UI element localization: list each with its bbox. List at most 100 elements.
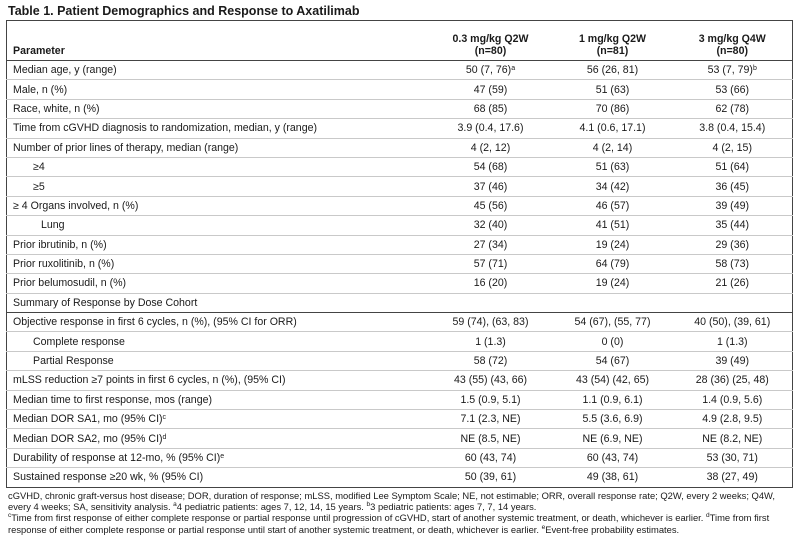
cell-value: 45 (56): [473, 199, 508, 212]
row-label: Prior belumosudil, n (%): [13, 277, 127, 290]
value-cell-dose-3: 39 (49): [672, 196, 793, 217]
table-row: Prior ibrutinib, n (%) 27 (34) 19 (24) 29 (…: [6, 235, 793, 255]
cell-value: 4.9 (2.8, 9.5): [702, 413, 763, 426]
row-label: Time from cGVHD diagnosis to randomizati…: [13, 122, 318, 135]
value-cell-dose-2: 70 (86): [552, 99, 673, 120]
table-row: Number of prior lines of therapy, median…: [6, 138, 793, 158]
cell-value: 70 (86): [595, 102, 630, 115]
cell-value: 39 (49): [715, 355, 750, 368]
table-row: Partial Response 58 (72) 54 (67) 39 (49): [6, 351, 793, 372]
value-cell-dose-1: 59 (74), (63, 83): [428, 312, 553, 333]
value-cell-dose-3: 38 (27, 49): [672, 467, 793, 488]
value-cell-dose-3: 1.4 (0.9, 5.6): [672, 390, 793, 411]
value-cell-dose-2: 1.1 (0.9, 6.1): [552, 390, 673, 411]
value-cell-dose-3: 62 (78): [672, 99, 793, 120]
table-row: mLSS reduction ≥7 points in first 6 cycl…: [6, 370, 793, 391]
row-label: Median DOR SA1, mo (95% CI): [13, 413, 163, 426]
cell-value: 3.8 (0.4, 15.4): [699, 122, 766, 135]
row-label: Objective response in first 6 cycles, n …: [13, 316, 297, 329]
cell-value: 46 (57): [595, 199, 630, 212]
value-cell-dose-2: 0 (0): [552, 331, 673, 352]
value-cell-dose-1: 4 (2, 12): [428, 138, 553, 158]
value-cell-dose-2: 5.5 (3.6, 6.9): [552, 409, 673, 430]
value-cell-dose-1: 32 (40): [428, 215, 553, 236]
footnote-ref: d: [162, 433, 167, 441]
value-cell-dose-3: NE (8.2, NE): [672, 428, 793, 449]
value-cell-dose-1: 27 (34): [428, 235, 553, 255]
cell-value: 1 (1.3): [716, 335, 748, 348]
value-cell-dose-3: 58 (73): [672, 254, 793, 275]
table-header: Parameter 0.3 mg/kg Q2W (n=80) 1 mg/kg Q…: [6, 20, 793, 61]
row-label: Median age, y (range): [13, 64, 117, 77]
row-label: Durability of response at 12-mo, % (95% …: [13, 452, 221, 464]
table-row: Prior ruxolitinib, n (%) 57 (71) 64 (79) 58…: [6, 254, 793, 275]
value-cell-dose-1: 50 (7, 76)a: [428, 60, 553, 81]
row-label-cell: Lung: [6, 215, 429, 236]
cell-value: 60 (43, 74): [586, 452, 639, 464]
table-row: Male, n (%) 47 (59) 51 (63) 53 (66): [6, 79, 793, 100]
table-row: Complete response 1 (1.3) 0 (0) 1 (1.3): [6, 331, 793, 352]
dose-2-n: (n=81): [596, 45, 629, 57]
value-cell-dose-1: 1 (1.3): [428, 331, 553, 352]
cell-value: 47 (59): [473, 83, 508, 96]
cell-value: 16 (20): [473, 277, 508, 290]
row-label-cell: Durability of response at 12-mo, % (95% …: [6, 448, 429, 469]
table-row: Durability of response at 12-mo, % (95% …: [6, 448, 793, 469]
cell-value: 57 (71): [473, 258, 508, 271]
cell-value: 60 (43, 74): [464, 452, 517, 464]
row-label-cell: Complete response: [6, 331, 429, 352]
cell-value: 0 (0): [601, 335, 624, 348]
cell-value: 4 (2, 15): [712, 141, 752, 154]
value-cell-dose-1: 57 (71): [428, 254, 553, 275]
table-title: Table 1. Patient Demographics and Respon…: [8, 4, 360, 18]
value-cell-dose-2: 56 (26, 81): [552, 60, 673, 81]
value-cell-dose-3: 3.8 (0.4, 15.4): [672, 118, 793, 139]
cell-value: NE (8.5, NE): [460, 432, 521, 445]
table-row: Lung 32 (40) 41 (51) 35 (44): [6, 215, 793, 236]
cell-value: 7.1 (2.3, NE): [460, 413, 521, 426]
footnote-e: Event-free probability estimates.: [545, 523, 680, 535]
table-body: Median age, y (range) 50 (7, 76)a 56 (26, …: [6, 60, 793, 488]
demographics-response-table: Parameter 0.3 mg/kg Q2W (n=80) 1 mg/kg Q…: [6, 20, 793, 488]
cell-value: 1.4 (0.9, 5.6): [702, 393, 763, 406]
cell-value: 1.1 (0.9, 6.1): [582, 393, 643, 406]
cell-value: 1 (1.3): [475, 335, 506, 348]
table-row: Objective response in first 6 cycles, n …: [6, 312, 793, 333]
header-row: Parameter 0.3 mg/kg Q2W (n=80) 1 mg/kg Q…: [6, 20, 793, 61]
value-cell-dose-3: 53 (7, 79)b: [672, 60, 793, 81]
table-row: Time from cGVHD diagnosis to randomizati…: [6, 118, 793, 139]
row-label: Race, white, n (%): [13, 102, 100, 115]
row-label: Complete response: [33, 335, 125, 348]
column-header-dose-3: 3 mg/kg Q4W (n=80): [672, 20, 793, 61]
table-row: Race, white, n (%) 68 (85) 70 (86) 62 (78): [6, 99, 793, 120]
cell-value: 21 (26): [715, 277, 750, 290]
footnote-ref: c: [162, 414, 167, 422]
cell-value: 4.1 (0.6, 17.1): [579, 122, 646, 135]
cell-value: NE (8.2, NE): [702, 432, 763, 445]
column-header-dose-1: 0.3 mg/kg Q2W (n=80): [428, 20, 553, 61]
section-header-response: Summary of Response by Dose Cohort: [6, 292, 793, 314]
value-cell-dose-2: 41 (51): [552, 215, 673, 236]
row-label-cell: Sustained response ≥20 wk, % (95% CI): [6, 467, 429, 488]
cell-value: 53 (66): [715, 83, 750, 96]
value-cell-dose-1: 47 (59): [428, 79, 553, 100]
cell-value: 4 (2, 12): [470, 141, 511, 154]
footnote-b: 3 pediatric patients: ages 7, 7, 14 year…: [370, 501, 537, 512]
dose-1-label: 0.3 mg/kg Q2W: [452, 33, 529, 45]
cell-value: 19 (24): [595, 277, 630, 290]
row-label-cell: mLSS reduction ≥7 points in first 6 cycl…: [6, 370, 429, 391]
cell-value: 58 (73): [715, 258, 750, 271]
footnote-d: Time from first response of either compl…: [8, 512, 770, 535]
dose-1-n: (n=80): [474, 45, 507, 57]
table-row: ≥ 4 Organs involved, n (%) 45 (56) 46 (57)…: [6, 196, 793, 217]
value-cell-dose-1: 16 (20): [428, 273, 553, 294]
cell-value: 51 (63): [595, 83, 630, 96]
cell-value: 53 (7, 79): [707, 64, 753, 77]
row-label-cell: Male, n (%): [6, 79, 429, 100]
cell-value: 29 (36): [715, 238, 750, 251]
row-label-cell: Time from cGVHD diagnosis to randomizati…: [6, 118, 429, 139]
value-cell-dose-3: 53 (30, 71): [672, 448, 793, 469]
value-cell-dose-1: 45 (56): [428, 196, 553, 217]
value-cell-dose-1: 68 (85): [428, 99, 553, 120]
table-row: Median time to first response, mos (rang…: [6, 390, 793, 411]
